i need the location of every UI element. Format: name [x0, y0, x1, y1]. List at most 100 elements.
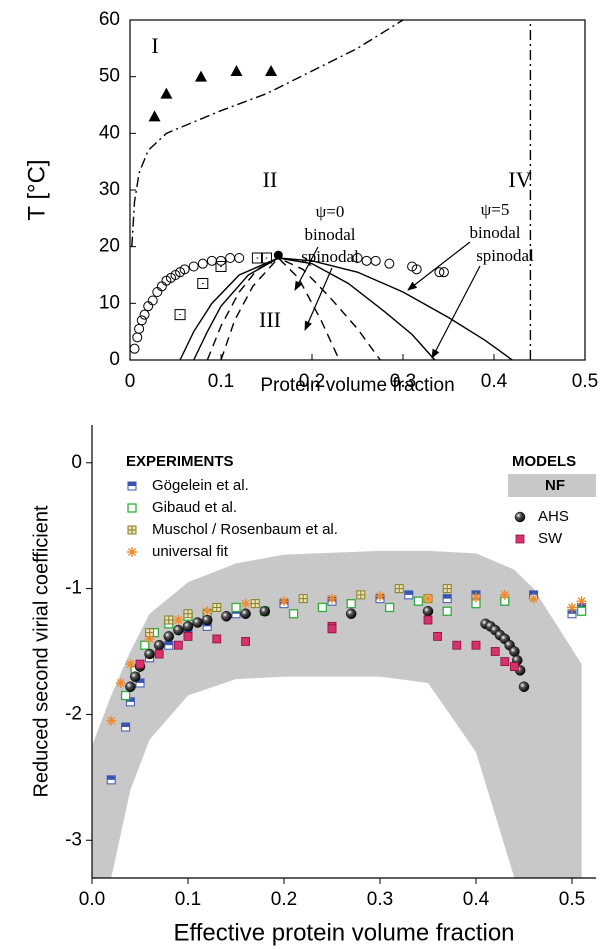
data-point — [212, 602, 222, 612]
marker-part — [443, 594, 452, 599]
marker-part — [107, 775, 116, 780]
data-point — [201, 614, 213, 626]
curve — [193, 257, 436, 361]
data-point — [471, 640, 481, 650]
marker-part — [164, 641, 173, 646]
data-point — [370, 255, 381, 266]
data-point — [120, 690, 131, 701]
data-point — [148, 110, 161, 122]
data-point — [394, 584, 404, 594]
x-tick-label: 0.2 — [271, 889, 297, 910]
y-tick-label: 10 — [99, 292, 120, 313]
data-point — [234, 253, 245, 263]
y-tick-label: 20 — [99, 236, 120, 257]
data-point — [164, 640, 174, 650]
data-point — [206, 255, 217, 266]
y-tick-label: -1 — [65, 578, 82, 599]
y-axis-label: Reduced second virial coefficient — [30, 505, 52, 797]
data-point — [197, 278, 209, 289]
data-point — [125, 659, 136, 670]
data-point — [404, 590, 414, 600]
y-tick-label: 0 — [109, 349, 120, 370]
data-point — [215, 261, 227, 272]
data-point — [115, 677, 126, 688]
data-point — [250, 599, 260, 609]
legend-marker — [127, 547, 137, 557]
x-tick-label: 0.4 — [463, 889, 490, 910]
data-point — [153, 639, 165, 651]
legend-marker — [127, 481, 137, 491]
data-point — [197, 258, 208, 269]
data-point — [152, 287, 163, 297]
legend-marker — [127, 525, 137, 535]
data-point — [188, 261, 199, 272]
data-point — [132, 332, 143, 343]
data-point — [327, 624, 337, 634]
annotation: ψ=5 — [481, 200, 510, 219]
data-point — [145, 628, 155, 638]
x-tick-label: 0.2 — [299, 371, 325, 392]
curve — [206, 257, 381, 361]
marker-part — [128, 482, 136, 486]
data-point — [423, 615, 433, 625]
data-point — [179, 264, 190, 275]
data-point — [251, 252, 263, 264]
x-tick-label: 0.3 — [390, 371, 416, 392]
y-axis-label: T [°C] — [23, 159, 50, 220]
data-point — [576, 596, 587, 607]
data-point — [317, 602, 328, 613]
data-point — [192, 617, 203, 628]
data-point — [240, 608, 251, 619]
data-point — [164, 615, 174, 625]
data-point — [259, 605, 271, 617]
data-point — [163, 631, 175, 642]
annotation: binodal — [305, 225, 356, 244]
data-point — [216, 255, 226, 266]
annotation: II — [263, 167, 278, 192]
x-axis-label: Protein volume fraction — [260, 375, 454, 396]
data-point — [411, 264, 422, 275]
x-tick-label: 0.5 — [559, 889, 585, 910]
y-tick-label: 40 — [99, 122, 120, 143]
data-point — [221, 611, 232, 622]
data-point — [434, 267, 445, 278]
annotation-arrow — [431, 265, 481, 359]
data-point — [509, 662, 519, 671]
data-point — [154, 649, 164, 659]
data-point — [352, 253, 363, 263]
marker-part — [529, 590, 538, 595]
annotation-arrow — [294, 246, 319, 291]
legend-label: universal fit — [152, 543, 229, 560]
curve — [131, 19, 404, 247]
data-point — [471, 592, 481, 603]
data-point — [576, 606, 587, 616]
y-tick-label: 30 — [99, 179, 120, 200]
data-point — [509, 646, 520, 657]
legend-swatch — [508, 474, 596, 497]
data-point — [452, 640, 462, 650]
data-point — [202, 606, 213, 617]
x-tick-label: 0.5 — [572, 371, 598, 392]
data-point — [230, 65, 243, 76]
legend-marker — [514, 511, 526, 523]
data-point — [144, 633, 155, 644]
data-point — [346, 599, 356, 609]
data-point — [143, 301, 154, 312]
data-point — [528, 593, 539, 604]
data-point — [265, 65, 278, 76]
data-point — [183, 609, 193, 619]
annotation: binodal — [470, 223, 521, 242]
annotation: I — [151, 33, 158, 58]
annotation: ψ=0 — [316, 202, 345, 221]
data-point — [140, 640, 150, 650]
data-point — [500, 657, 510, 666]
annotation: spinodal — [476, 246, 534, 265]
legend-marker — [127, 503, 137, 513]
legend-label: SW — [538, 530, 563, 547]
data-point — [212, 634, 222, 644]
data-point — [567, 602, 577, 613]
data-point — [144, 648, 155, 660]
y-tick-label: 0 — [71, 452, 82, 473]
legend-label: AHS — [538, 508, 569, 525]
